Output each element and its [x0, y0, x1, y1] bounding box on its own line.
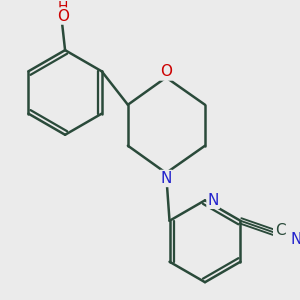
Text: C: C [275, 223, 286, 238]
Text: O: O [57, 8, 69, 23]
Text: N: N [208, 193, 219, 208]
Text: N: N [291, 232, 300, 247]
Text: O: O [160, 64, 172, 80]
Text: N: N [160, 171, 172, 186]
Text: H: H [58, 0, 68, 14]
